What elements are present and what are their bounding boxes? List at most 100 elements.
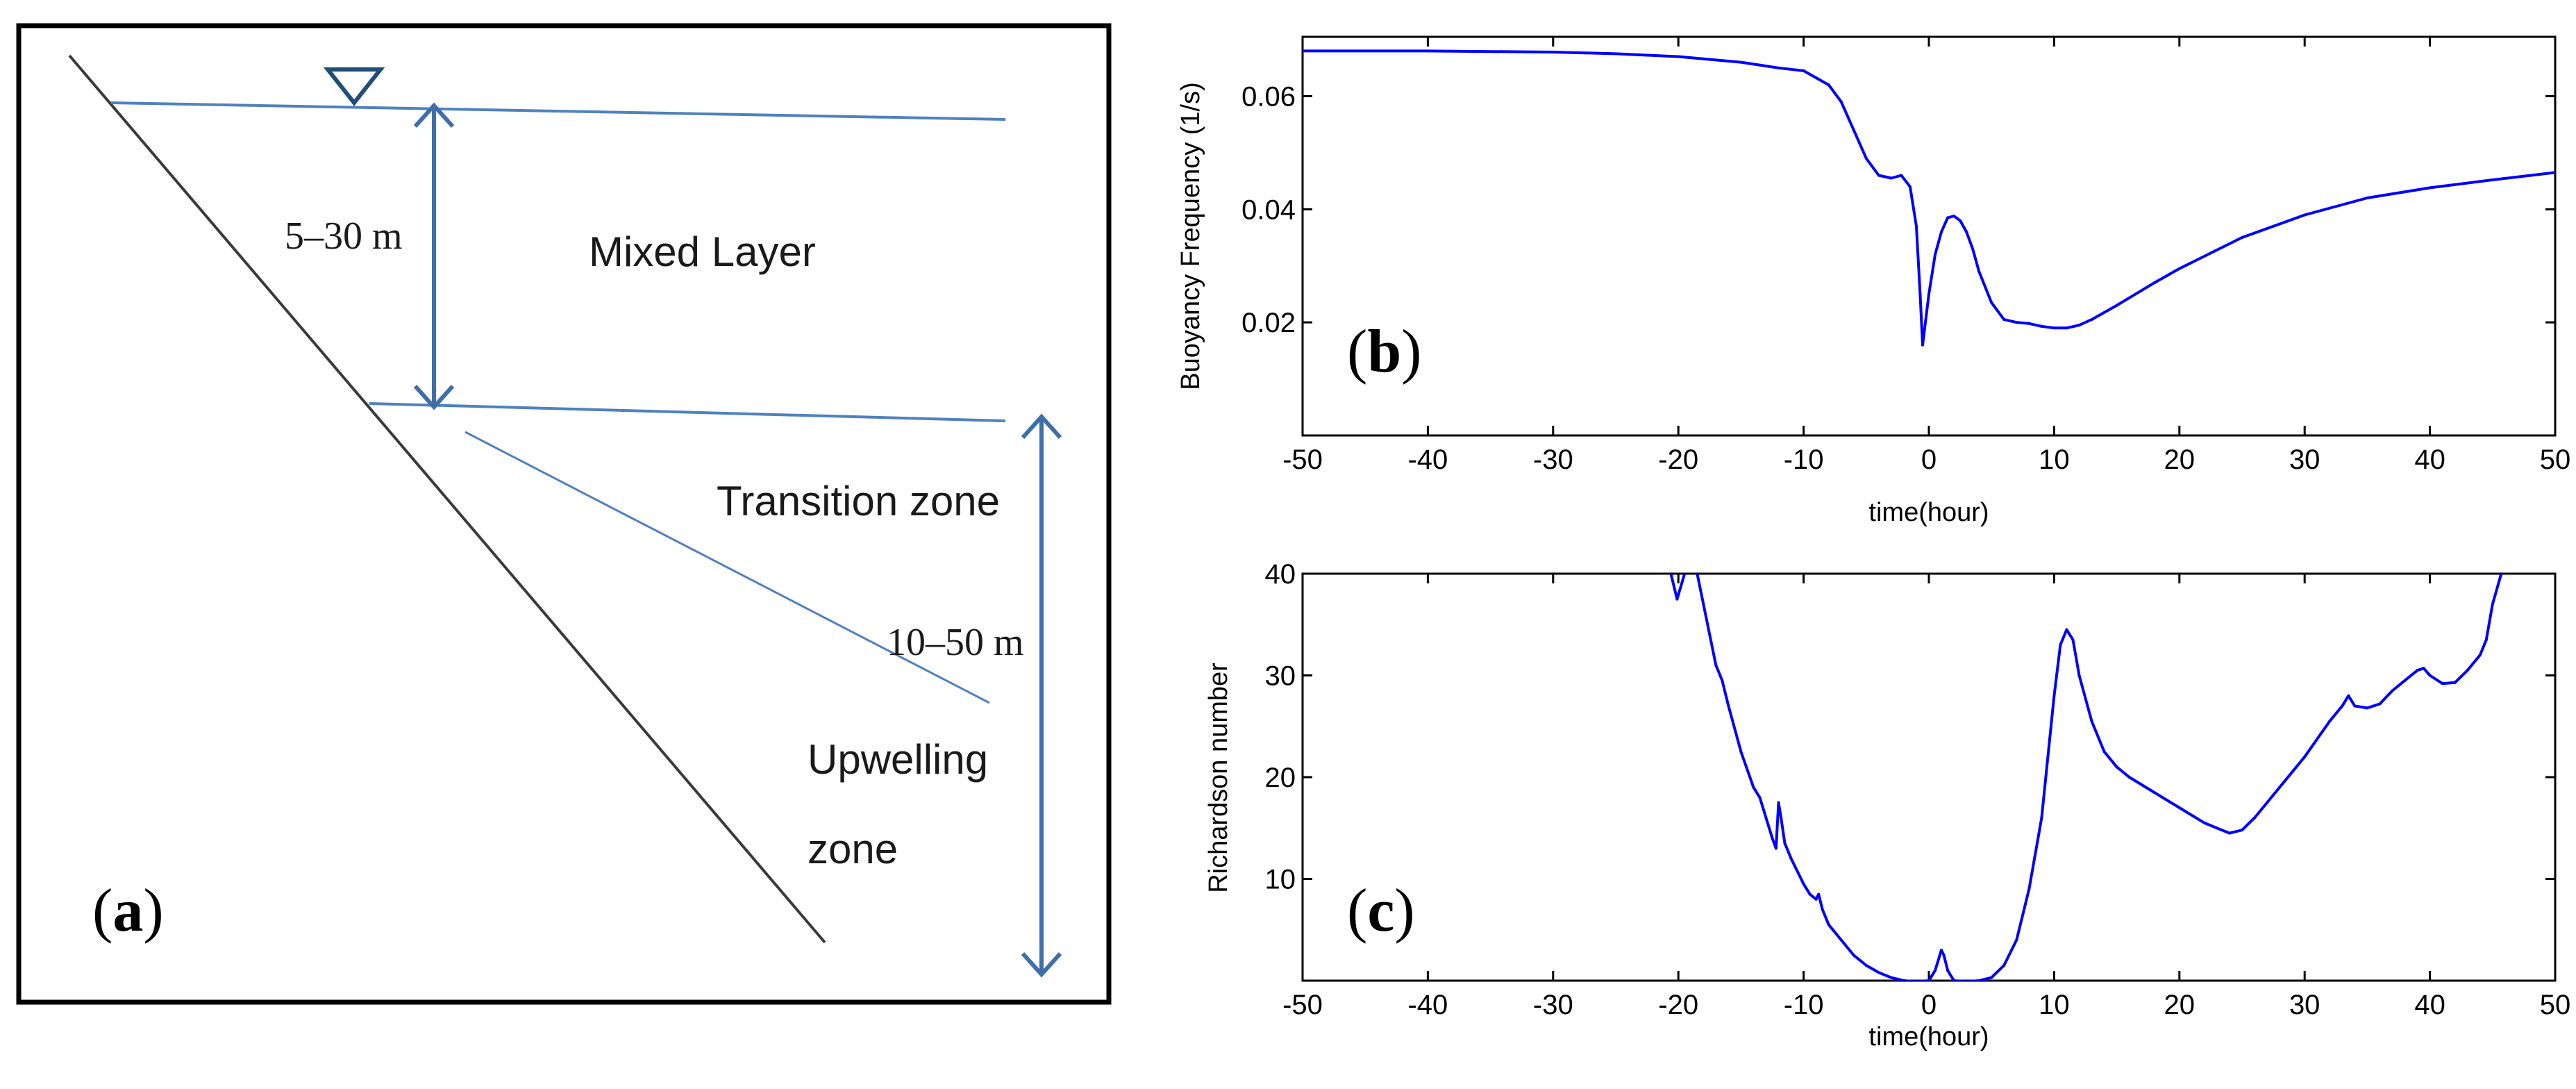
chart-b-x-tick-label: 30 [2289, 444, 2320, 475]
chart-b-x-tick-label: 40 [2414, 444, 2445, 475]
chart-b-points [1303, 49, 2555, 347]
chart-b-data-point [1839, 100, 1843, 103]
chart-b-y-ticks: 0.02 0.04 0.06 [1241, 81, 2555, 338]
chart-c-x-ticks: -50 -40 -30 -20 -10 0 10 20 30 40 50 [1282, 574, 2570, 1020]
chart-c-x-tick-label: -10 [1784, 990, 1824, 1020]
upwelling-zone-label-line2: zone [808, 826, 898, 872]
chart-c-data-point [1675, 597, 1679, 601]
chart-b-data-point [1946, 216, 1950, 219]
chart-b-x-tick-label: 10 [2039, 444, 2070, 475]
chart-b-data-point [1927, 292, 1930, 296]
chart-c-data-point [2227, 831, 2231, 835]
chart-c-data-point [1727, 704, 1730, 708]
transition-zone-label: Transition zone [717, 478, 1000, 524]
chart-c-data-point [1817, 892, 1821, 896]
chart-b-data-point [1965, 230, 1968, 233]
chart-b-data-point [1914, 224, 1918, 228]
chart-b-data-point [2554, 171, 2555, 174]
chart-c-data-point [2052, 694, 2056, 697]
chart-b-panel-label: (b) [1347, 318, 1422, 385]
chart-c-data-point [2015, 938, 2018, 942]
chart-b-x-tick-label: -40 [1407, 444, 1448, 475]
chart-c-data-point [2152, 790, 2156, 794]
chart-c-data-point [2422, 667, 2425, 670]
panel-a-label: (a) [92, 877, 164, 945]
chart-c-data-point [1839, 938, 1843, 942]
chart-c-data-point [2071, 638, 2075, 642]
chart-b-data-point [1864, 157, 1868, 160]
seabed-slope-line [68, 54, 826, 944]
panel-a-frame [16, 23, 1112, 1005]
chart-c-data-point [2453, 681, 2457, 684]
chart-c-data-point [1852, 954, 1855, 957]
chart-b-x-tick-label: 0 [1921, 444, 1937, 475]
chart-c-data-point [2241, 829, 2243, 832]
chart-b-data-point [1877, 174, 1880, 177]
chart-b-data-point [1777, 66, 1780, 69]
chart-c-data-point [2491, 602, 2494, 606]
chart-b-x-tick-label: -10 [1784, 444, 1824, 475]
chart-c-x-tick-label: 30 [2289, 990, 2320, 1020]
chart-c-data-point [1764, 816, 1768, 820]
chart-c-data-point [2046, 755, 2050, 758]
chart-c-data-point [2102, 750, 2106, 754]
chart-c-data-point [1877, 971, 1880, 974]
chart-c-plot-area [1301, 572, 2557, 982]
chart-c-data-point [1864, 964, 1868, 967]
chart-b-data-point [1940, 230, 1943, 233]
chart-b-data-point [2428, 186, 2432, 190]
chart-c-x-tick-label: 20 [2164, 990, 2196, 1020]
chart-c-y-tick-label: 20 [1265, 763, 1296, 793]
chart-b-x-tick-label: 20 [2164, 444, 2196, 475]
chart-c-data-point [2428, 674, 2432, 677]
transition-line [465, 431, 990, 704]
chart-c-data-point [1739, 750, 1743, 754]
chart-c-data-point [1821, 908, 1824, 911]
chart-b-data-point [1908, 185, 1912, 188]
chart-c-y-tick-label: 40 [1265, 559, 1296, 590]
chart-c-data-point [2303, 755, 2307, 758]
chart-c-y-tick-label: 10 [1265, 865, 1296, 895]
chart-b-data-point [2090, 318, 2093, 322]
chart-b-data-point [1990, 301, 1993, 304]
chart-b-data-point [1918, 292, 1922, 296]
chart-b-data-point [2077, 324, 2081, 327]
chart-c-points [1669, 557, 2503, 981]
chart-c-data-point [1946, 969, 1950, 972]
upwelling-depth-label: 10–50 m [887, 621, 1024, 664]
chart-c-data-point [2077, 674, 2081, 677]
chart-c-data-point [1689, 557, 1692, 560]
chart-c-data-point [1780, 816, 1783, 820]
chart-c-data-point [2202, 821, 2206, 824]
chart-c-data-point [2347, 694, 2350, 697]
chart-c-data-point [1889, 976, 1893, 979]
chart-c-data-point [2378, 702, 2382, 706]
chart-c-data-point [2027, 888, 2031, 891]
chart-b-xlabel: time(hour) [1868, 498, 1989, 527]
chart-b-x-tick-label: 50 [2540, 444, 2571, 475]
chart-c-data-point [1752, 785, 1755, 789]
chart-c-data-point [2403, 679, 2407, 682]
chart-c-data-point [1990, 976, 1993, 979]
chart-c-x-tick-label: 40 [2414, 990, 2445, 1020]
chart-c: 10 20 30 40 -50 -40 -30 -20 -10 0 10 20 30 40 50 time… [1204, 557, 2570, 1051]
chart-c-panel-label: (c) [1347, 877, 1415, 945]
chart-c-data-point [2065, 628, 2068, 631]
chart-c-x-tick-label: -30 [1533, 990, 1573, 1020]
chart-c-data-point [2466, 669, 2469, 672]
chart-c-data-point [1708, 633, 1712, 636]
chart-c-data-point [2059, 643, 2062, 647]
chart-b-plot-area [1301, 35, 2557, 437]
chart-c-data-point [2391, 689, 2394, 692]
mixed-layer-label: Mixed Layer [589, 228, 816, 275]
chart-c-data-point [1771, 836, 1774, 840]
chart-b-data-point [1677, 55, 1680, 58]
chart-c-data-point [2090, 720, 2093, 723]
chart-c-data-point [1783, 842, 1787, 845]
chart-c-x-tick-label: 10 [2039, 990, 2070, 1020]
chart-b-data-point [2015, 321, 2018, 324]
chart-b-data-point [1827, 83, 1830, 87]
chart-c-data-point [1669, 574, 1673, 575]
chart-b-data-point [1889, 176, 1893, 180]
chart-b-data-point [1802, 69, 1805, 72]
